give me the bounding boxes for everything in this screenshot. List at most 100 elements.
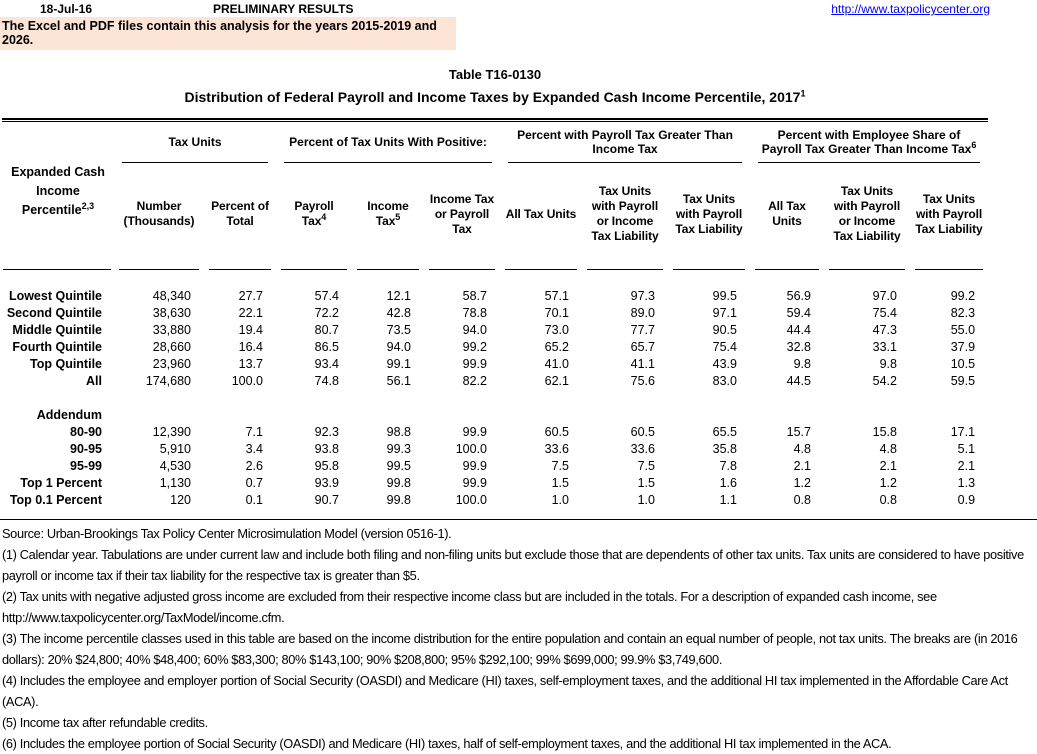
cell: 95.8 (314, 458, 339, 473)
cell: 100.0 (231, 373, 263, 388)
cell: 58.7 (462, 288, 487, 303)
footnotes: Source: Urban-Brookings Tax Policy Cente… (0, 520, 1037, 754)
spacer-row (2, 275, 988, 287)
row-label: Top 1 Percent (20, 475, 102, 490)
table-row-second-quintile: Second Quintile 38,630 22.1 72.2 42.8 78.8 70… (2, 304, 988, 321)
cell: 60.5 (544, 424, 569, 439)
cell: 97.0 (872, 288, 897, 303)
cell: 74.8 (314, 373, 339, 388)
cell: 72.2 (314, 305, 339, 320)
cell: 9.8 (879, 356, 897, 371)
cell: 99.5 (386, 458, 411, 473)
column-underline (209, 269, 271, 270)
cell: 1.2 (879, 475, 897, 490)
column-underline (429, 269, 495, 270)
header-underline-row (2, 260, 988, 275)
cell: 1.3 (957, 475, 976, 490)
table-row-90-95: 90-95 5,910 3.4 93.8 99.3 100.0 33.6 33.6 35.8 4… (2, 440, 988, 457)
cell: 99.9 (462, 475, 487, 490)
row-label: Fourth Quintile (12, 339, 102, 354)
tax-units-group-header: Tax Units (114, 122, 276, 168)
cell: 17.1 (950, 424, 976, 439)
cell: 92.3 (314, 424, 339, 439)
cell: 54.2 (872, 373, 897, 388)
cell: 56.1 (386, 373, 411, 388)
cell: 93.4 (314, 356, 339, 371)
cell: 86.5 (314, 339, 339, 354)
table-title: Distribution of Federal Payroll and Inco… (184, 88, 806, 105)
data-table: Expanded Cash Income Percentile2,3 Tax U… (2, 118, 988, 508)
column-underline (673, 269, 745, 270)
title-block: Table T16-0130 Distribution of Federal P… (0, 67, 990, 105)
cell: 57.1 (544, 288, 569, 303)
table-row-all: All 174,680 100.0 74.8 56.1 82.2 62.1 75.6 83.0… (2, 372, 988, 389)
cell: 1.5 (551, 475, 569, 490)
cell: 5,910 (159, 441, 191, 456)
cell: 23,960 (152, 356, 191, 371)
cell: 82.2 (462, 373, 487, 388)
cell: 73.5 (386, 322, 411, 337)
column-underline (281, 269, 347, 270)
cell: 70.1 (544, 305, 569, 320)
table-row-80-90: 80-90 12,390 7.1 92.3 98.8 99.9 60.5 60.5 65.5 1… (2, 423, 988, 440)
row-label: All (86, 373, 102, 388)
cell: 99.3 (386, 441, 411, 456)
cell: 1.2 (793, 475, 811, 490)
table-number: Table T16-0130 (448, 67, 542, 82)
cell: 55.0 (950, 322, 976, 337)
cell: 59.4 (786, 305, 811, 320)
col-header-payroll-tax: Payroll Tax4 (294, 199, 334, 228)
cell: 1,130 (159, 475, 191, 490)
cell: 4.8 (879, 441, 897, 456)
cell: 99.8 (386, 475, 411, 490)
cell: 75.6 (630, 373, 655, 388)
cell: 28,660 (152, 339, 191, 354)
cell: 94.0 (386, 339, 411, 354)
cell: 1.1 (719, 492, 737, 507)
cell: 43.9 (712, 356, 737, 371)
payroll-gt-income-group-header: Percent with Payroll Tax Greater Than In… (500, 122, 750, 168)
col-header-payroll-or-income-liability-1: Tax Units with Payroll or Income Tax Lia… (591, 184, 659, 243)
footnote-3: (3) The income percentile classes used i… (2, 631, 1018, 667)
percent-positive-group-header: Percent of Tax Units With Positive: (276, 122, 500, 168)
col-header-income-or-payroll-tax: Income Tax or Payroll Tax (429, 191, 495, 236)
preliminary-results-label: PRELIMINARY RESULTS (213, 2, 354, 16)
cell: 33.6 (544, 441, 569, 456)
cell: 1.0 (551, 492, 569, 507)
table-row-middle-quintile: Middle Quintile 33,880 19.4 80.7 73.5 94.0 73… (2, 321, 988, 338)
addendum-label: Addendum (36, 407, 102, 422)
column-underline (829, 269, 905, 270)
footnote-1: (1) Calendar year. Tabulations are under… (2, 547, 1024, 583)
col-header-number-thousands: Number (Thousands) (123, 199, 195, 228)
cell: 120 (170, 492, 191, 507)
cell: 15.7 (786, 424, 811, 439)
date-label: 18-Jul-16 (40, 2, 93, 16)
taxpolicycenter-link[interactable]: http://www.taxpolicycenter.org (831, 2, 990, 16)
banner-note: The Excel and PDF files contain this ana… (0, 17, 456, 50)
cell: 98.8 (386, 424, 411, 439)
group-header-row: Expanded Cash Income Percentile2,3 Tax U… (2, 122, 988, 217)
cell: 62.1 (544, 373, 569, 388)
cell: 33.1 (872, 339, 897, 354)
cell: 57.4 (314, 288, 339, 303)
column-underline (915, 269, 984, 270)
cell: 99.9 (462, 458, 487, 473)
cell: 4.8 (793, 441, 811, 456)
cell: 100.0 (455, 441, 487, 456)
group-footnote-marker: 6 (971, 139, 977, 150)
table-row-lowest-quintile: Lowest Quintile 48,340 27.7 57.4 12.1 58.7 57… (2, 287, 988, 304)
source-note: Source: Urban-Brookings Tax Policy Cente… (2, 526, 452, 541)
cell: 41.0 (544, 356, 569, 371)
cell: 35.8 (712, 441, 737, 456)
page-header: 18-Jul-16 PRELIMINARY RESULTS http://www… (0, 0, 1037, 17)
cell: 93.8 (314, 441, 339, 456)
footnote-4: (4) Includes the employee and employer p… (2, 673, 1008, 709)
column-header-row: Number (Thousands) Percent of Total Payr… (2, 168, 988, 260)
cell: 0.8 (879, 492, 897, 507)
cell: 0.7 (245, 475, 263, 490)
cell: 97.3 (630, 288, 655, 303)
row-label: Lowest Quintile (8, 288, 102, 303)
cell: 0.8 (793, 492, 811, 507)
cell: 56.9 (786, 288, 811, 303)
column-underline (505, 269, 577, 270)
